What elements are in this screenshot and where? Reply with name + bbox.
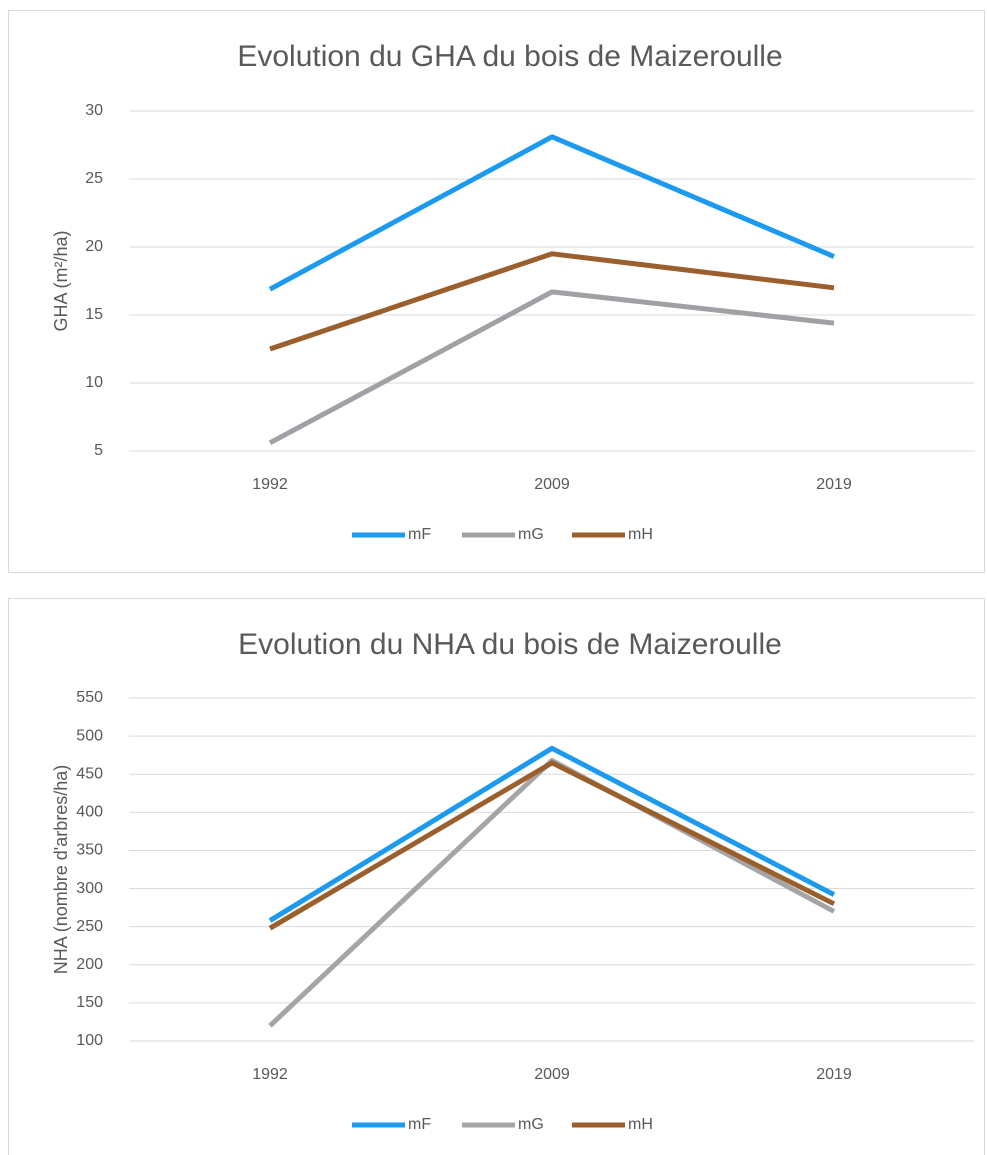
y-tick-label: 250 [76, 918, 103, 935]
series-line [268, 745, 836, 923]
y-tick-label: 10 [85, 374, 103, 391]
y-tick-label: 20 [85, 238, 103, 255]
y-tick-label: 300 [76, 880, 103, 897]
series-line [268, 289, 835, 446]
x-tick-label: 1992 [252, 476, 288, 493]
y-tick-label: 550 [76, 689, 103, 706]
x-tick-label: 2009 [534, 1066, 570, 1083]
series-line [269, 251, 835, 352]
legend-label: mG [518, 526, 544, 543]
chart-title: Evolution du GHA du bois de Maizeroulle [237, 40, 782, 73]
y-tick-label: 100 [76, 1032, 103, 1049]
y-tick-label: 450 [76, 765, 103, 782]
y-tick-label: 500 [76, 727, 103, 744]
y-tick-label: 30 [85, 102, 103, 119]
y-tick-label: 200 [76, 956, 103, 973]
legend-label: mF [408, 1116, 431, 1133]
legend-label: mG [518, 1116, 544, 1133]
y-tick-label: 150 [76, 994, 103, 1011]
series-line [268, 760, 836, 931]
y-tick-label: 5 [94, 442, 103, 459]
legend-label: mF [408, 526, 431, 543]
chart-frame [8, 598, 985, 1155]
x-tick-label: 2019 [816, 1066, 852, 1083]
chart-frame [8, 10, 985, 573]
y-axis-label: NHA (nombre d'arbres/ha) [51, 765, 71, 975]
y-tick-label: 15 [85, 306, 103, 323]
x-tick-label: 2019 [816, 476, 852, 493]
y-tick-label: 400 [76, 804, 103, 821]
chart-title: Evolution du NHA du bois de Maizeroulle [238, 628, 782, 661]
legend-label: mH [628, 1116, 653, 1133]
y-tick-label: 25 [85, 170, 103, 187]
x-tick-label: 1992 [252, 1066, 288, 1083]
legend-label: mH [628, 526, 653, 543]
x-tick-label: 2009 [534, 476, 570, 493]
y-tick-label: 350 [76, 842, 103, 859]
y-axis-label: GHA (m²/ha) [51, 230, 71, 331]
series-line [268, 134, 835, 292]
